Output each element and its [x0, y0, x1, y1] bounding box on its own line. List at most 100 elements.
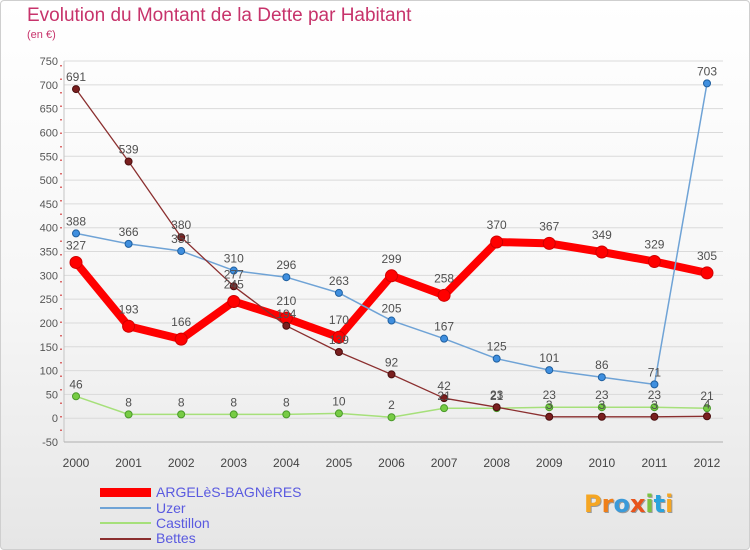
- point-castillon-2009: [545, 403, 554, 412]
- data-label-castillon-2003: 8: [230, 395, 237, 409]
- data-label-uzer-2007: 167: [434, 320, 454, 334]
- data-label-castillon-2005: 10: [332, 394, 346, 408]
- series-uzer: [72, 79, 711, 389]
- data-label-argeles-bagneres-2011: 329: [644, 238, 664, 252]
- chart-subtitle: (en €): [27, 29, 56, 41]
- y-tick-label: 0: [52, 413, 58, 425]
- legend-swatch: [100, 488, 151, 498]
- point-bettes-2006: [387, 370, 396, 379]
- data-label-castillon-2007: 21: [437, 389, 451, 403]
- y-tick-label: 450: [40, 199, 58, 211]
- point-bettes-2001: [124, 157, 133, 166]
- y-tick-label: 500: [40, 175, 58, 187]
- logo-letter: P: [584, 490, 602, 518]
- point-bettes-2002: [177, 233, 186, 242]
- x-tick-label: 2002: [168, 456, 195, 470]
- point-argeles-bagneres-2008: [490, 235, 504, 249]
- data-label-bettes-2008: 23: [490, 388, 504, 402]
- y-tick-label: -50: [42, 437, 58, 449]
- x-tick-label: 2007: [431, 456, 458, 470]
- data-label-argeles-bagneres-2002: 166: [171, 315, 191, 329]
- point-uzer-2003: [229, 266, 238, 275]
- data-label-castillon-2009: 23: [543, 388, 557, 402]
- data-label-bettes-2007: 42: [437, 379, 451, 393]
- legend-label: Uzer: [156, 499, 186, 516]
- point-argeles-bagneres-2007: [437, 288, 451, 302]
- point-argeles-bagneres-2003: [227, 295, 241, 309]
- point-castillon-2003: [229, 410, 238, 419]
- point-uzer-2012: [703, 79, 711, 88]
- y-tick-label: 250: [40, 294, 58, 306]
- x-tick-label: 2001: [115, 456, 142, 470]
- point-castillon-2011: [650, 403, 659, 412]
- data-label-bettes-2002: 380: [171, 218, 191, 232]
- proxiti-logo: Proxiti: [584, 490, 673, 518]
- y-tick-label: 50: [46, 389, 58, 401]
- data-label-argeles-bagneres-2004: 210: [276, 294, 296, 308]
- point-bettes-2011: [650, 412, 659, 421]
- point-argeles-bagneres-2012: [700, 266, 714, 280]
- data-label-uzer-2010: 86: [595, 358, 609, 372]
- logo-letter: i: [665, 490, 674, 518]
- data-label-uzer-2006: 205: [381, 302, 401, 316]
- legend-item-bettes: Bettes: [100, 531, 302, 546]
- data-label-castillon-2001: 8: [125, 395, 132, 409]
- data-label-argeles-bagneres-2007: 258: [434, 271, 454, 285]
- data-label-castillon-2010: 23: [595, 388, 609, 402]
- data-label-uzer-2005: 263: [329, 274, 349, 288]
- data-label-bettes-2003: 277: [224, 267, 244, 281]
- point-bettes-2009: [545, 412, 554, 421]
- x-tick-label: 2009: [536, 456, 563, 470]
- point-argeles-bagneres-2010: [595, 245, 609, 259]
- point-castillon-2001: [124, 410, 133, 419]
- logo-letter: i: [645, 490, 654, 518]
- data-label-castillon-2002: 8: [178, 395, 185, 409]
- data-label-argeles-bagneres-2006: 299: [381, 252, 401, 266]
- point-argeles-bagneres-2006: [385, 269, 398, 283]
- point-uzer-2001: [124, 239, 133, 248]
- x-axis: 2000 2001 2002 2003 2004 2005 2006 2007 2008 2009…: [63, 441, 723, 470]
- y-tick-label: 200: [40, 318, 58, 330]
- data-label-bettes-2004: 194: [276, 307, 296, 321]
- series-castillon: [72, 392, 711, 422]
- x-tick-label: 2011: [642, 456, 668, 470]
- data-label-uzer-2003: 310: [224, 252, 244, 266]
- point-bettes-2005: [334, 347, 343, 356]
- point-uzer-2008: [492, 354, 501, 363]
- data-label-bettes-2012: 4: [704, 397, 711, 411]
- data-label-argeles-bagneres-2009: 367: [539, 219, 559, 233]
- data-label-uzer-2009: 101: [539, 351, 559, 365]
- data-label-castillon-2000: 46: [69, 377, 83, 391]
- point-bettes-2008: [492, 403, 501, 412]
- y-tick-label: 350: [40, 247, 58, 259]
- legend: ARGELèS-BAGNèRES Uzer Castillon Bettes: [100, 485, 302, 547]
- x-tick-label: 2010: [588, 456, 615, 470]
- data-label-uzer-2001: 366: [119, 225, 139, 239]
- point-argeles-bagneres-2009: [542, 236, 556, 250]
- x-tick-label: 2008: [483, 456, 510, 470]
- point-bettes-2012: [703, 412, 711, 421]
- point-uzer-2002: [177, 247, 186, 256]
- data-label-argeles-bagneres-2012: 305: [697, 249, 717, 263]
- data-label-uzer-2008: 125: [487, 340, 507, 354]
- series-bettes: [72, 85, 711, 421]
- point-castillon-2007: [440, 404, 449, 413]
- point-uzer-2010: [597, 373, 606, 382]
- legend-label: Bettes: [156, 530, 196, 547]
- point-castillon-2002: [177, 410, 186, 419]
- data-label-argeles-bagneres-2000: 327: [66, 238, 86, 252]
- data-label-bettes-2011: 3: [651, 398, 658, 412]
- point-castillon-2005: [334, 409, 343, 418]
- legend-swatch: [100, 537, 151, 540]
- x-tick-label: 2003: [220, 456, 247, 470]
- data-label-bettes-2001: 539: [119, 142, 139, 156]
- y-tick-label: 550: [40, 151, 58, 163]
- data-label-castillon-2012: 21: [700, 389, 714, 403]
- point-uzer-2006: [387, 316, 396, 325]
- point-argeles-bagneres-2002: [174, 332, 188, 346]
- chart-title: Evolution du Montant de la Dette par Hab…: [27, 5, 412, 26]
- data-label-argeles-bagneres-2008: 370: [487, 218, 507, 232]
